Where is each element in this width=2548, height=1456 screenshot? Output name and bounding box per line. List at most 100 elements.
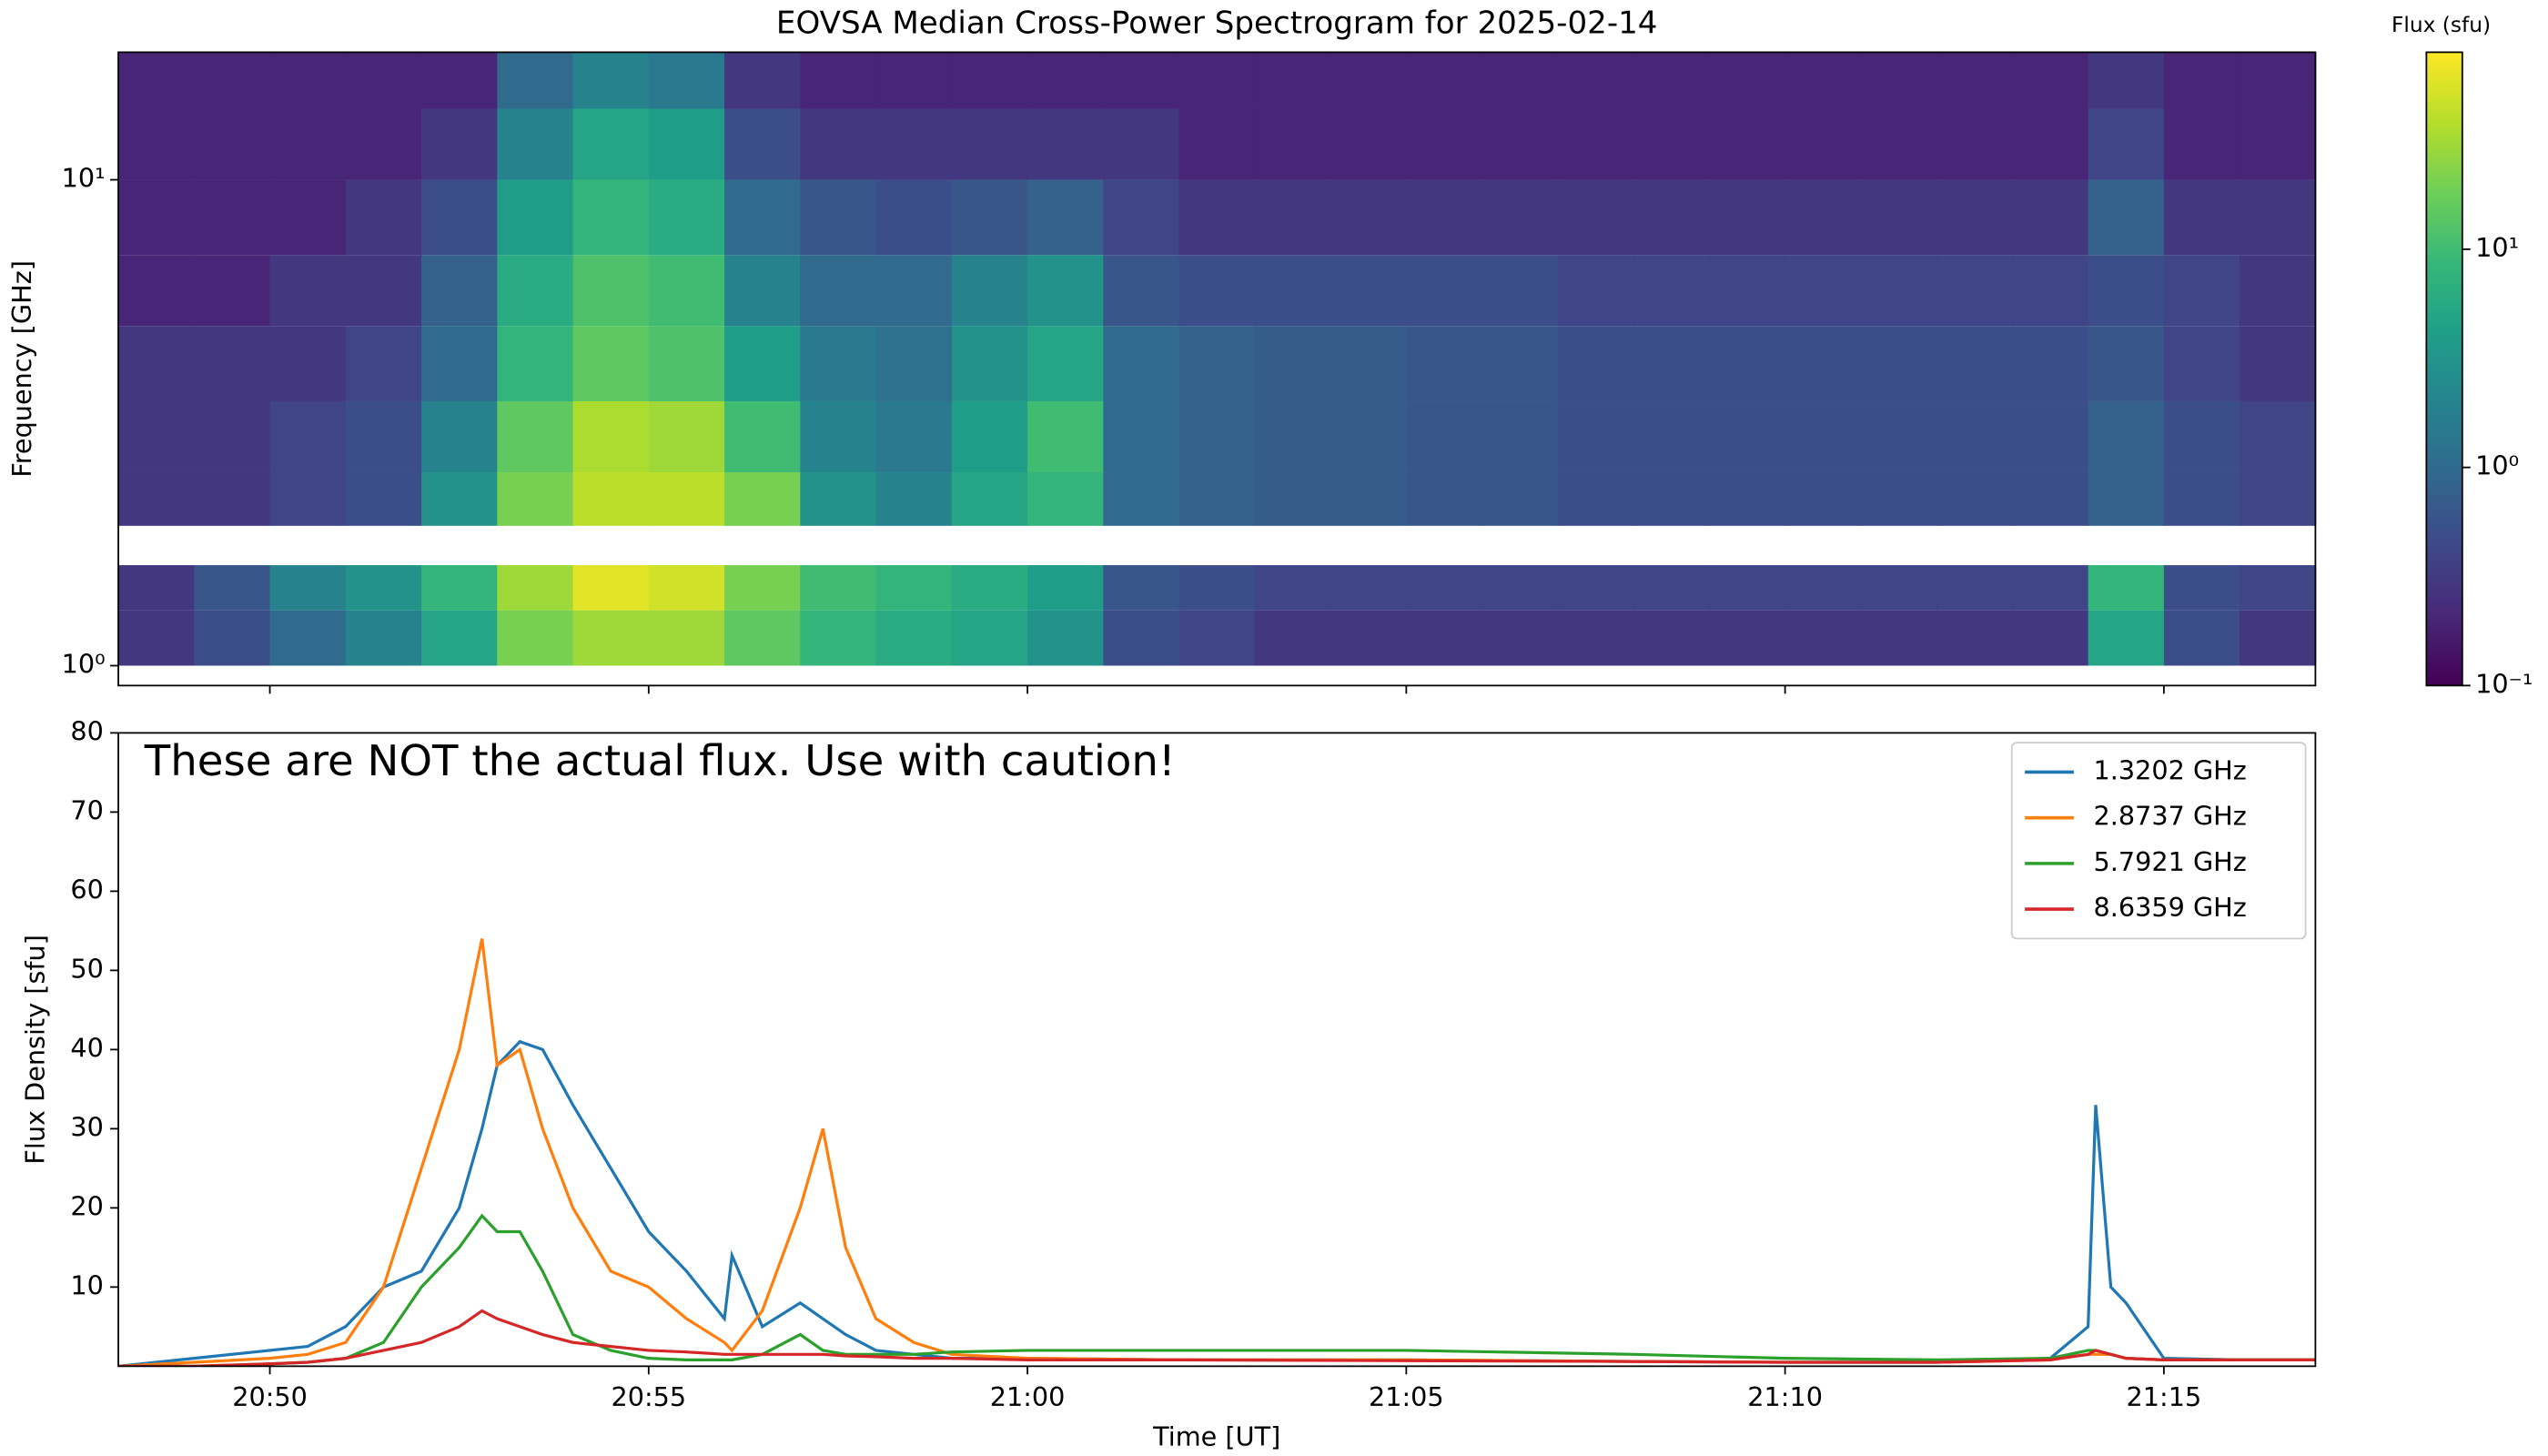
heatmap-cell xyxy=(951,326,1028,401)
colorbar-tick-label: 10⁻¹ xyxy=(2475,668,2533,699)
heatmap-cell xyxy=(1860,565,1938,611)
heatmap-cell xyxy=(1330,52,1408,109)
heatmap-cell xyxy=(1481,565,1559,611)
heatmap-cell xyxy=(269,179,347,256)
heatmap-cell xyxy=(1785,108,1862,180)
colorbar-label: Flux (sfu) xyxy=(2391,13,2491,37)
heatmap-cell xyxy=(1406,400,1483,473)
heatmap-cell xyxy=(1557,326,1635,401)
heatmap-cell xyxy=(1709,326,1786,401)
heatmap-cell xyxy=(1557,52,1635,109)
heatmap-cell xyxy=(572,400,650,473)
heatmap-cell xyxy=(1330,108,1408,180)
heatmap-cell xyxy=(800,179,877,256)
heatmap-cell xyxy=(2012,179,2089,256)
heatmap-cell xyxy=(421,326,499,401)
heatmap-cell xyxy=(1557,565,1635,611)
heatmap-cell xyxy=(1178,255,1256,327)
heatmap-cell xyxy=(1936,400,2014,473)
heatmap-cell xyxy=(951,255,1028,327)
plot-frame xyxy=(117,732,2317,1368)
heatmap-cell xyxy=(1481,179,1559,256)
heatmap-cell xyxy=(1481,472,1559,526)
heatmap-cell xyxy=(345,565,422,611)
heatmap-cell xyxy=(345,326,422,401)
heatmap-cell xyxy=(2088,108,2165,180)
heatmap-cell xyxy=(1330,610,1408,666)
heatmap-cell xyxy=(800,255,877,327)
x-axis-label: Time [UT] xyxy=(1152,1421,1280,1451)
heatmap-cell xyxy=(2088,610,2165,666)
heatmap-cell xyxy=(2012,255,2089,327)
heatmap-cell xyxy=(1481,610,1559,666)
y-tick-label: 10 xyxy=(70,1269,104,1300)
heatmap-cell xyxy=(1481,255,1559,327)
heatmap-cell xyxy=(1254,472,1331,526)
heatmap-cell xyxy=(1406,472,1483,526)
heatmap-cell xyxy=(1330,400,1408,473)
heatmap-cell xyxy=(1481,108,1559,180)
heatmap-cell xyxy=(1254,255,1331,327)
x-tick-label: 20:50 xyxy=(232,1381,308,1412)
heatmap-cell xyxy=(1785,52,1862,109)
heatmap-cell xyxy=(572,565,650,611)
heatmap-cell xyxy=(1254,108,1331,180)
heatmap-cell xyxy=(875,326,953,401)
y-tick-label: 10⁰ xyxy=(62,648,106,679)
heatmap-cell xyxy=(497,255,574,327)
heatmap-cell xyxy=(1936,610,2014,666)
heatmap-cell xyxy=(2012,52,2089,109)
heatmap-cell xyxy=(1709,472,1786,526)
heatmap-cell xyxy=(648,179,725,256)
heatmap-cell xyxy=(1633,108,1711,180)
heatmap-cell xyxy=(1557,255,1635,327)
heatmap-cell xyxy=(572,326,650,401)
heatmap-cell xyxy=(1103,565,1180,611)
annotation: These are NOT the actual flux. Use with … xyxy=(144,736,1176,785)
heatmap-cell xyxy=(800,400,877,473)
heatmap-cell xyxy=(1406,179,1483,256)
heatmap-cell xyxy=(1178,610,1256,666)
heatmap-cell xyxy=(2012,472,2089,526)
heatmap-cell xyxy=(118,610,196,666)
heatmap-cell xyxy=(1103,610,1180,666)
heatmap-cell xyxy=(118,565,196,611)
heatmap-cell xyxy=(1785,472,1862,526)
heatmap-cell xyxy=(800,565,877,611)
heatmap-cell xyxy=(2088,326,2165,401)
heatmap-cell xyxy=(1481,326,1559,401)
heatmap-cell xyxy=(421,108,499,180)
heatmap-cell xyxy=(269,52,347,109)
heatmap-cell xyxy=(269,400,347,473)
heatmap-cell xyxy=(2240,565,2317,611)
colorbar xyxy=(2425,51,2463,687)
heatmap-cell xyxy=(875,108,953,180)
heatmap-cell xyxy=(345,472,422,526)
heatmap-cell xyxy=(648,565,725,611)
legend: 1.3202 GHz 2.8737 GHz 5.7921 GHz 8.6359 GHz xyxy=(2010,742,2307,940)
heatmap-cell xyxy=(2240,108,2317,180)
heatmap-cell xyxy=(1709,179,1786,256)
heatmap-cell xyxy=(2163,179,2241,256)
heatmap-cell xyxy=(951,565,1028,611)
heatmap-cell xyxy=(269,472,347,526)
y-tick-label: 70 xyxy=(70,794,104,825)
heatmap-cell xyxy=(269,326,347,401)
heatmap-cell xyxy=(2240,52,2317,109)
heatmap-cell xyxy=(1785,326,1862,401)
heatmap-cell xyxy=(572,52,650,109)
heatmap-cell xyxy=(497,326,574,401)
heatmap-cell xyxy=(497,179,574,256)
heatmap-cell xyxy=(1254,326,1331,401)
heatmap-cell xyxy=(421,52,499,109)
heatmap-cell xyxy=(1406,108,1483,180)
heatmap-cell xyxy=(194,52,271,109)
heatmap-cell xyxy=(1406,52,1483,109)
heatmap-cell xyxy=(2163,610,2241,666)
heatmap-cell xyxy=(875,52,953,109)
heatmap-cell xyxy=(1330,472,1408,526)
heatmap-cell xyxy=(951,472,1028,526)
heatmap-cell xyxy=(1027,472,1105,526)
heatmap-cell xyxy=(1633,326,1711,401)
heatmap-cell xyxy=(1557,472,1635,526)
